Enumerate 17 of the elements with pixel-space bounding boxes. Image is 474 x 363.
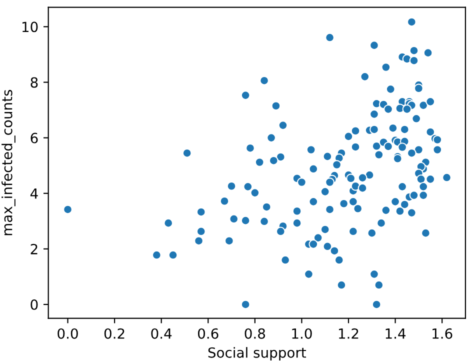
y-tick-label: 2	[30, 244, 38, 254]
x-tick-label: 0.0	[58, 328, 78, 339]
x-tick-label: 1.0	[292, 328, 312, 339]
y-tick-label: 8	[30, 77, 38, 88]
x-tick-label: 1.4	[386, 328, 406, 339]
x-tick-label: 1.6	[432, 328, 452, 339]
x-tick-label: 1.2	[338, 328, 358, 339]
x-tick-label: 0.8	[244, 328, 266, 339]
x-axis-title: Social support	[208, 347, 306, 361]
x-tick-label: 0.6	[198, 328, 218, 339]
y-tick-label: 0	[30, 299, 38, 310]
y-tick-label: 10	[22, 22, 38, 32]
y-tick-label: 4	[30, 188, 38, 199]
x-tick-label: 0.4	[151, 328, 172, 339]
y-tick-label: 6	[30, 132, 38, 144]
y-axis-title: max_infected_counts	[2, 90, 16, 236]
x-tick-label: 0.2	[104, 328, 124, 339]
